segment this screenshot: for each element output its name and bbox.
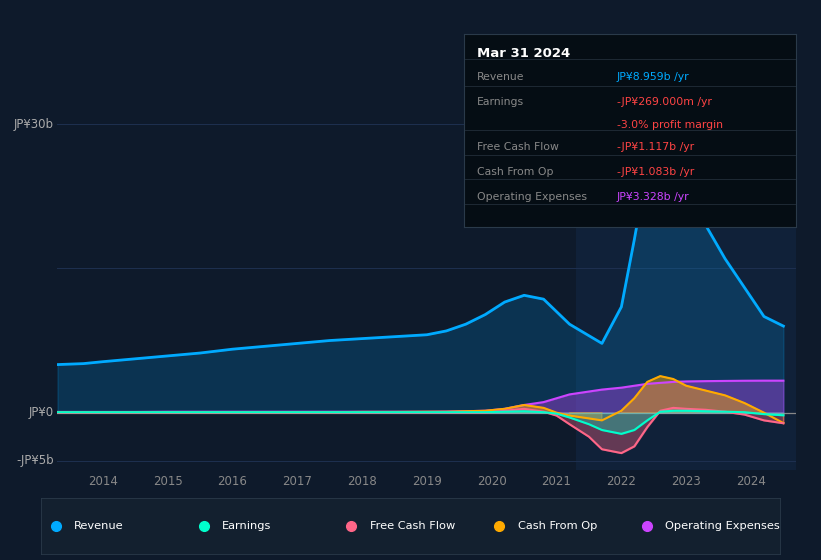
Text: Earnings: Earnings bbox=[222, 521, 272, 531]
Text: JP¥8.959b /yr: JP¥8.959b /yr bbox=[617, 72, 690, 82]
Text: Revenue: Revenue bbox=[477, 72, 525, 82]
Text: Free Cash Flow: Free Cash Flow bbox=[370, 521, 455, 531]
Text: Operating Expenses: Operating Expenses bbox=[666, 521, 780, 531]
Text: -3.0% profit margin: -3.0% profit margin bbox=[617, 120, 722, 129]
Text: -JP¥1.083b /yr: -JP¥1.083b /yr bbox=[617, 167, 694, 177]
Text: Cash From Op: Cash From Op bbox=[518, 521, 597, 531]
Text: Revenue: Revenue bbox=[75, 521, 124, 531]
Text: -JP¥269.000m /yr: -JP¥269.000m /yr bbox=[617, 97, 712, 108]
Text: Earnings: Earnings bbox=[477, 97, 525, 108]
Text: Free Cash Flow: Free Cash Flow bbox=[477, 142, 559, 152]
Text: JP¥0: JP¥0 bbox=[29, 406, 54, 419]
Text: Operating Expenses: Operating Expenses bbox=[477, 192, 587, 202]
Text: -JP¥5b: -JP¥5b bbox=[16, 454, 54, 467]
Text: -JP¥1.117b /yr: -JP¥1.117b /yr bbox=[617, 142, 694, 152]
Text: Mar 31 2024: Mar 31 2024 bbox=[477, 47, 571, 60]
Bar bbox=[576, 95, 796, 470]
Text: JP¥3.328b /yr: JP¥3.328b /yr bbox=[617, 192, 690, 202]
Text: Cash From Op: Cash From Op bbox=[477, 167, 553, 177]
Text: JP¥30b: JP¥30b bbox=[14, 118, 54, 130]
